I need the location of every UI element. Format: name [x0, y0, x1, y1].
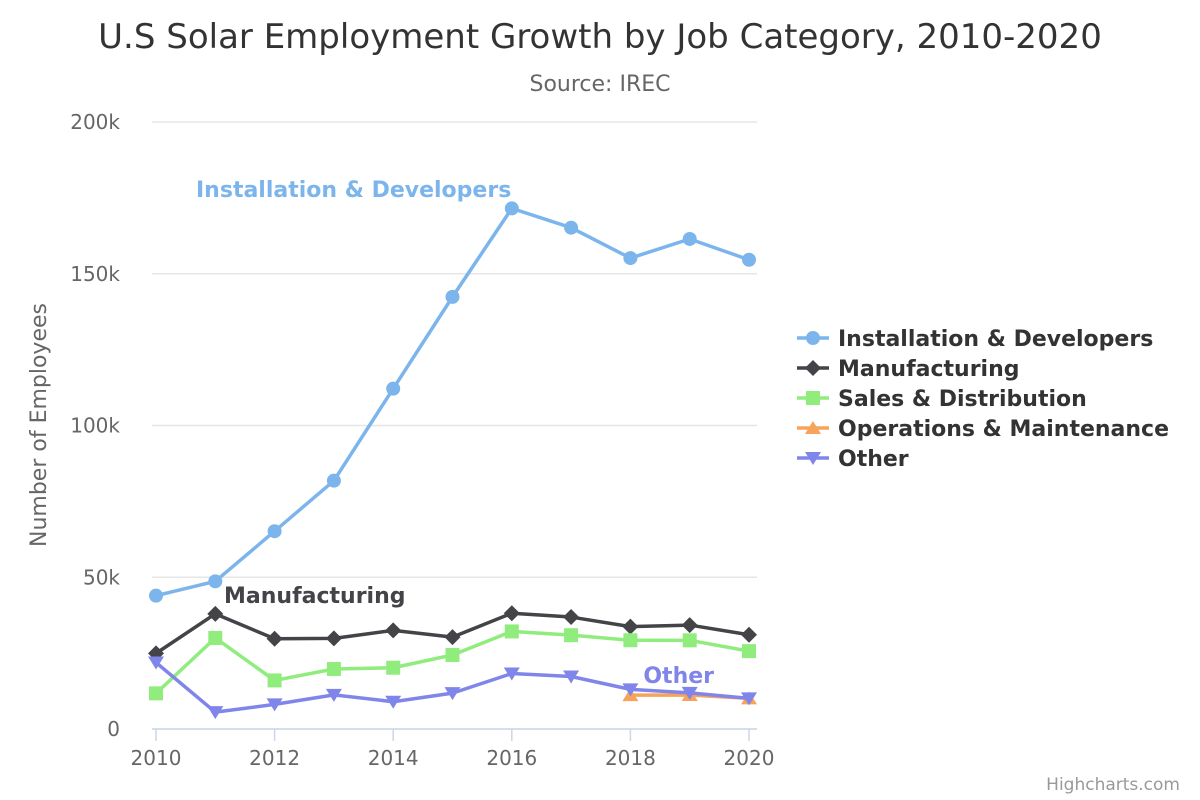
y-axis-ticks: 0 50k 100k 150k 200k: [70, 110, 120, 741]
data-point[interactable]: [681, 617, 698, 634]
legend-label: Manufacturing: [838, 357, 1020, 382]
data-point[interactable]: [445, 289, 460, 304]
series-group: [148, 201, 757, 720]
legend-label: Other: [838, 447, 909, 472]
series-label: Manufacturing: [224, 584, 406, 609]
data-point[interactable]: [563, 670, 580, 684]
x-tick-label: 2018: [605, 746, 656, 770]
data-point[interactable]: [741, 692, 757, 706]
data-point[interactable]: [326, 661, 341, 676]
data-point[interactable]: [266, 698, 283, 712]
data-point[interactable]: [325, 688, 342, 702]
x-tick-label: 2012: [249, 746, 300, 770]
legend-item[interactable]: Operations & Maintenance: [797, 417, 1169, 442]
chart-subtitle: Source: IREC: [529, 72, 670, 97]
data-point[interactable]: [681, 686, 698, 700]
legend-item[interactable]: Sales & Distribution: [797, 387, 1087, 412]
data-point[interactable]: [149, 686, 163, 701]
x-tick-label: 2016: [486, 746, 537, 770]
x-tick-label: 2010: [131, 746, 182, 770]
data-point[interactable]: [682, 231, 697, 246]
data-point[interactable]: [208, 630, 223, 645]
data-point[interactable]: [445, 648, 460, 663]
x-tick-label: 2014: [368, 746, 419, 770]
data-point[interactable]: [622, 683, 639, 697]
legend-symbol: [806, 331, 820, 345]
data-point[interactable]: [207, 706, 224, 720]
data-point[interactable]: [503, 667, 520, 681]
y-tick-label: 200k: [70, 110, 120, 134]
legend-label: Operations & Maintenance: [838, 417, 1169, 442]
data-point[interactable]: [444, 629, 461, 646]
legend-item[interactable]: Manufacturing: [797, 357, 1020, 382]
data-point[interactable]: [386, 381, 401, 396]
legend-item[interactable]: Other: [797, 447, 909, 472]
series-0: [149, 201, 756, 603]
data-point[interactable]: [623, 251, 638, 266]
data-point[interactable]: [563, 609, 580, 626]
data-point[interactable]: [325, 630, 342, 647]
data-point[interactable]: [504, 624, 519, 639]
y-tick-label: 0: [107, 717, 120, 741]
series-1: [148, 605, 757, 662]
series-labels: Installation & Developers Manufacturing Ot…: [196, 178, 714, 689]
legend-label: Sales & Distribution: [838, 387, 1087, 412]
legend-symbol: [806, 391, 820, 405]
data-point[interactable]: [266, 630, 283, 647]
y-axis-label: Number of Employees: [27, 303, 52, 547]
series-4: [148, 656, 757, 720]
legend-item[interactable]: Installation & Developers: [797, 327, 1153, 352]
data-point[interactable]: [385, 622, 402, 639]
legend-symbol: [805, 452, 821, 465]
series-label: Other: [643, 664, 714, 689]
x-tick-label: 2020: [724, 746, 775, 770]
credits-link[interactable]: Highcharts.com: [1046, 775, 1180, 795]
series-label: Installation & Developers: [196, 178, 511, 203]
chart-title: U.S Solar Employment Growth by Job Categ…: [98, 17, 1102, 57]
legend-symbol: [805, 421, 821, 434]
data-point[interactable]: [267, 673, 282, 688]
data-point[interactable]: [386, 660, 401, 675]
data-point[interactable]: [742, 644, 756, 659]
x-axis: 2010 2012 2014 2016 2018 2020: [131, 728, 775, 770]
data-point[interactable]: [682, 633, 697, 648]
legend-label: Installation & Developers: [838, 327, 1153, 352]
data-point[interactable]: [149, 588, 163, 603]
legend: Installation & Developers Manufacturing Sa…: [797, 327, 1169, 472]
data-point[interactable]: [564, 220, 579, 235]
data-point[interactable]: [444, 687, 461, 701]
legend-symbol: [805, 360, 821, 376]
data-point[interactable]: [504, 201, 519, 216]
data-point[interactable]: [326, 473, 341, 488]
data-point[interactable]: [267, 524, 282, 539]
data-point[interactable]: [741, 626, 757, 643]
series-line: [154, 206, 751, 598]
data-point[interactable]: [385, 695, 402, 709]
y-tick-label: 50k: [83, 565, 120, 589]
data-point[interactable]: [207, 605, 224, 622]
data-point[interactable]: [564, 628, 579, 643]
data-point[interactable]: [208, 574, 223, 589]
y-tick-label: 150k: [70, 262, 120, 286]
y-tick-label: 100k: [70, 414, 120, 438]
data-point[interactable]: [503, 605, 520, 622]
data-point[interactable]: [148, 656, 164, 670]
data-point[interactable]: [623, 633, 638, 648]
data-point[interactable]: [742, 252, 756, 267]
data-point[interactable]: [622, 618, 639, 635]
series-2: [149, 624, 756, 701]
